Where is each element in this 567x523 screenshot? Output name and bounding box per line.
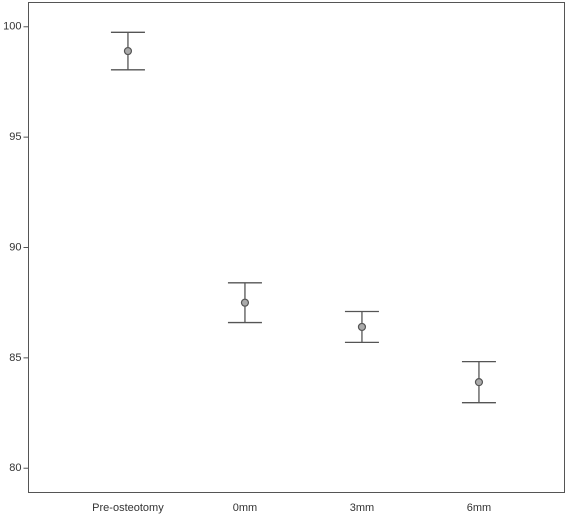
y-tick-label: 80 (9, 462, 21, 474)
x-tick-label: 6mm (467, 502, 491, 514)
point (123, 46, 133, 56)
y-tick-label: 95 (9, 131, 21, 143)
point (357, 322, 367, 332)
y-tick-label: 100 (3, 21, 21, 33)
x-tick-label: 3mm (350, 502, 374, 514)
point (240, 298, 250, 307)
x-tick-label: Pre-osteotomy (92, 502, 164, 514)
plot-frame (28, 2, 565, 493)
y-tick-label: 90 (9, 241, 21, 253)
point (474, 378, 484, 387)
y-tick-label: 85 (9, 352, 21, 364)
x-tick-label: 0mm (233, 502, 257, 514)
